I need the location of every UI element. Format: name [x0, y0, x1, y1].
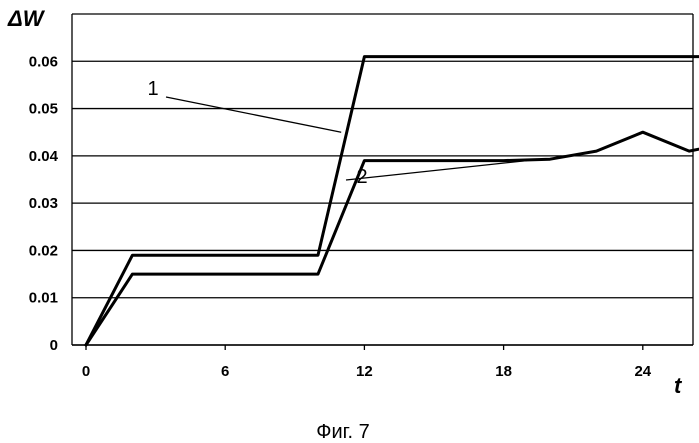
- annotation-label-1: 1: [147, 78, 158, 100]
- x-tick-label: 12: [356, 363, 373, 380]
- x-tick-label: 24: [634, 363, 651, 380]
- annotation-label-2: 2: [356, 166, 367, 188]
- x-axis-title: t: [674, 373, 683, 398]
- y-tick-label: 0.05: [29, 101, 58, 118]
- y-tick-label: 0.06: [29, 53, 58, 70]
- y-tick-label: 0.01: [29, 290, 58, 307]
- annotation-leader-1: [166, 97, 341, 132]
- y-tick-label: 0: [50, 337, 58, 354]
- axes: [72, 14, 699, 350]
- x-tick-label: 6: [221, 363, 229, 380]
- x-tick-label: 0: [82, 363, 90, 380]
- gridlines: [72, 14, 693, 345]
- tick-labels: 00.010.020.030.040.050.06061218243036424…: [29, 53, 699, 380]
- series-line-2: [86, 85, 699, 345]
- figure-caption: Фиг. 7: [316, 421, 369, 443]
- y-tick-label: 0.03: [29, 195, 58, 212]
- y-tick-label: 0.04: [29, 148, 59, 165]
- y-tick-label: 0.02: [29, 242, 58, 259]
- y-axis-title: ΔW: [7, 6, 46, 31]
- annotation-leader-2: [346, 161, 527, 180]
- x-tick-label: 18: [495, 363, 512, 380]
